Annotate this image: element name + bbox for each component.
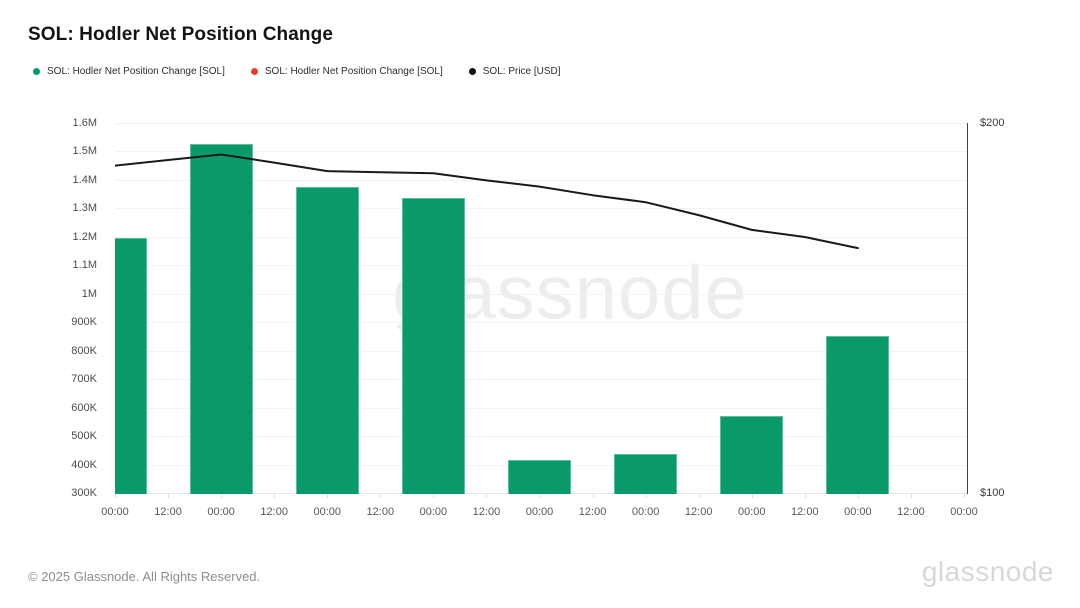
x-axis-tick-mark xyxy=(645,494,647,498)
gridline xyxy=(115,436,968,438)
x-axis-tick-label: 00:00 xyxy=(525,506,554,518)
x-axis-tick-label: 00:00 xyxy=(631,506,660,518)
gridline xyxy=(115,379,968,381)
x-axis-tick-label: 12:00 xyxy=(897,506,925,518)
x-axis-tick-label: 00:00 xyxy=(419,506,448,518)
x-axis-tick-label: 00:00 xyxy=(101,506,129,518)
hodler-net-position-bar[interactable] xyxy=(115,237,147,494)
price-axis-tick-label: $200 xyxy=(980,117,1005,129)
x-axis-tick-label: 12:00 xyxy=(684,506,713,518)
y-axis-tick-label: 700K xyxy=(71,373,97,386)
price-axis-tick-label: $100 xyxy=(980,487,1005,499)
copyright-text: © 2025 Glassnode. All Rights Reserved. xyxy=(28,569,261,584)
x-axis-tick-mark xyxy=(486,494,488,498)
right-axis-line xyxy=(967,123,968,494)
chart: glassnode 1.6M 1.5M 1.4M 1.3M 1.2M 1.1M 1M 900K… xyxy=(0,117,1005,518)
legend-label: SOL: Hodler Net Position Change [SOL] xyxy=(264,66,443,77)
gridline xyxy=(115,350,968,352)
x-axis-tick-label: 12:00 xyxy=(472,506,501,518)
x-axis-tick-label: 12:00 xyxy=(260,506,288,518)
x-axis-tick-mark xyxy=(380,494,382,498)
gridline xyxy=(115,322,968,324)
x-axis-tick-mark xyxy=(539,494,541,498)
hodler-net-position-bar[interactable] xyxy=(508,459,571,494)
hodler-net-position-bar[interactable] xyxy=(614,454,678,494)
gridline xyxy=(115,151,968,153)
y-axis-tick-label: 1.6M xyxy=(72,117,97,129)
glassnode-logo: glassnode xyxy=(921,556,1054,587)
page-title: SOL: Hodler Net Position Change xyxy=(28,24,334,45)
hodler-net-position-bar[interactable] xyxy=(826,336,890,494)
x-axis-tick-label: 12:00 xyxy=(366,506,395,518)
x-axis-tick-label: 00:00 xyxy=(207,506,235,518)
hodler-net-position-bar[interactable] xyxy=(189,143,253,494)
y-axis-tick-label: 1.5M xyxy=(72,145,97,158)
legend-label: SOL: Hodler Net Position Change [SOL] xyxy=(47,66,225,77)
x-axis-tick-mark xyxy=(433,494,435,498)
x-axis-tick-label: 00:00 xyxy=(737,506,766,518)
y-axis-tick-label: 1M xyxy=(81,287,97,300)
x-axis-tick-mark xyxy=(857,494,859,498)
y-axis-tick-label: 900K xyxy=(71,316,97,329)
hodler-net-position-bar[interactable] xyxy=(401,198,465,494)
x-axis-tick-mark xyxy=(274,494,276,498)
x-axis-tick-mark xyxy=(592,494,594,498)
y-axis-tick-label: 300K xyxy=(71,487,97,499)
x-axis-tick-label: 12:00 xyxy=(791,506,819,518)
black-dot-icon xyxy=(468,68,476,75)
price-line[interactable] xyxy=(115,153,859,250)
y-axis-tick-label: 1.1M xyxy=(72,259,97,272)
x-axis-tick-mark xyxy=(804,494,806,498)
x-axis-tick-mark xyxy=(221,494,223,498)
legend-item-hodler-net-position-red[interactable]: SOL: Hodler Net Position Change [SOL] xyxy=(250,66,443,77)
x-axis-tick-label: 00:00 xyxy=(950,506,978,518)
green-dot-icon xyxy=(33,68,40,75)
y-axis-tick-label: 1.4M xyxy=(72,173,97,186)
x-axis-tick-mark xyxy=(910,494,912,498)
x-axis-tick-mark xyxy=(964,494,965,498)
gridline xyxy=(115,123,968,124)
gridline xyxy=(115,293,968,295)
y-axis-left: 1.6M 1.5M 1.4M 1.3M 1.2M 1.1M 1M 900K 800K 700K 60… xyxy=(0,117,97,499)
legend-item-hodler-net-position-green[interactable]: SOL: Hodler Net Position Change [SOL] xyxy=(33,66,225,77)
x-axis-tick-label: 00:00 xyxy=(844,506,872,518)
gridline xyxy=(115,265,968,267)
gridline xyxy=(115,179,968,181)
x-axis-tick-mark xyxy=(751,494,753,498)
x-axis-tick-mark xyxy=(168,494,170,498)
x-axis-tick-label: 12:00 xyxy=(578,506,607,518)
y-axis-tick-label: 1.3M xyxy=(72,202,97,215)
x-axis-tick-label: 12:00 xyxy=(154,506,182,518)
y-axis-tick-label: 400K xyxy=(71,458,97,471)
x-axis-tick-mark xyxy=(115,494,116,498)
x-axis-tick-mark xyxy=(698,494,700,498)
gridline xyxy=(115,208,968,210)
y-axis-tick-label: 600K xyxy=(71,401,97,414)
red-dot-icon xyxy=(250,68,258,75)
hodler-net-position-bar[interactable] xyxy=(720,415,784,494)
hodler-net-position-bar[interactable] xyxy=(295,186,359,494)
gridline xyxy=(115,407,968,409)
legend-label: SOL: Price [USD] xyxy=(482,66,561,77)
y-axis-tick-label: 800K xyxy=(71,344,97,357)
x-axis-tick-mark xyxy=(327,494,329,498)
gridline xyxy=(115,236,968,238)
x-axis-tick-label: 00:00 xyxy=(313,506,342,518)
y-axis-tick-label: 1.2M xyxy=(72,230,97,243)
legend: SOL: Hodler Net Position Change [SOL] SO… xyxy=(33,66,561,77)
y-axis-tick-label: 500K xyxy=(71,430,97,443)
legend-item-price[interactable]: SOL: Price [USD] xyxy=(468,66,561,77)
plot-area[interactable] xyxy=(115,123,968,494)
price-line-layer xyxy=(115,153,859,250)
